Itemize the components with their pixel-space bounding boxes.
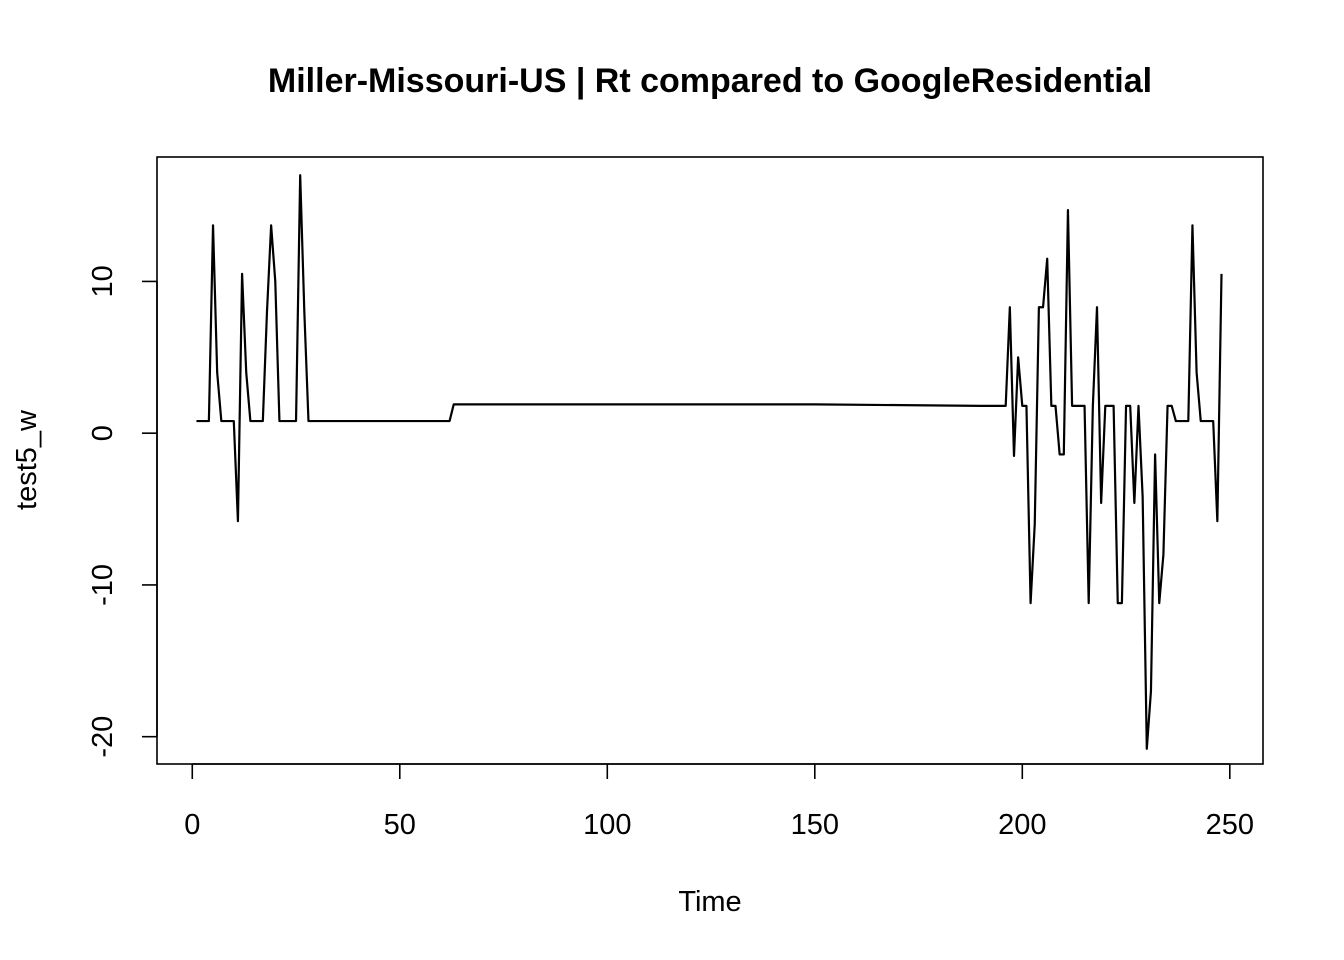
y-tick-label: 10: [87, 265, 119, 297]
series-line: [196, 174, 1223, 750]
chart-title: Miller-Missouri-US | Rt compared to Goog…: [268, 62, 1152, 100]
y-axis: -20 -10 0 10: [87, 265, 158, 758]
x-tick-label: 100: [583, 809, 631, 841]
plot-frame: [156, 156, 1264, 765]
x-tick-label: 50: [384, 809, 416, 841]
y-tick-label: 0: [87, 425, 119, 441]
series-group: [196, 174, 1223, 750]
x-tick-label: 200: [998, 809, 1046, 841]
x-tick-label: 0: [184, 809, 200, 841]
x-tick-label: 250: [1206, 809, 1254, 841]
x-axis-label: Time: [678, 886, 741, 918]
y-tick-label: -10: [87, 564, 119, 606]
x-axis: 0 50 100 150 200 250: [184, 763, 1254, 841]
y-axis-label: test5_w: [11, 409, 43, 510]
y-tick-label: -20: [87, 716, 119, 758]
x-tick-label: 150: [791, 809, 839, 841]
